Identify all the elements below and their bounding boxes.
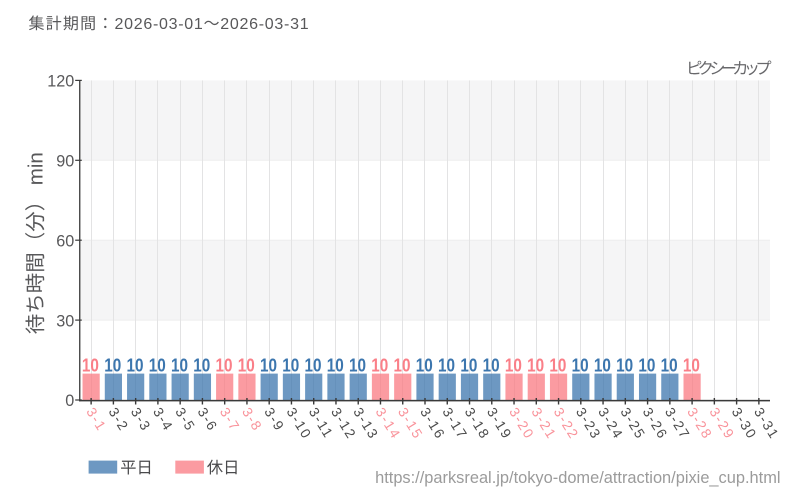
svg-text:10: 10 <box>238 355 255 376</box>
svg-text:10: 10 <box>438 355 455 376</box>
svg-text:10: 10 <box>215 355 232 376</box>
svg-text:30: 30 <box>56 312 74 330</box>
svg-text:10: 10 <box>349 355 366 376</box>
svg-text:10: 10 <box>126 355 143 376</box>
svg-text:10: 10 <box>371 355 388 376</box>
svg-text:10: 10 <box>594 355 611 376</box>
svg-text:10: 10 <box>327 355 344 376</box>
svg-text:10: 10 <box>549 355 566 376</box>
svg-text:10: 10 <box>149 355 166 376</box>
svg-text:0: 0 <box>65 392 74 410</box>
svg-text:10: 10 <box>171 355 188 376</box>
svg-text:10: 10 <box>460 355 477 376</box>
svg-text:10: 10 <box>82 355 99 376</box>
svg-text:10: 10 <box>104 355 121 376</box>
svg-text:10: 10 <box>527 355 544 376</box>
svg-text:10: 10 <box>661 355 678 376</box>
svg-text:120: 120 <box>47 73 74 91</box>
svg-text:60: 60 <box>56 232 74 250</box>
svg-text:https://parksreal.jp/tokyo-dom: https://parksreal.jp/tokyo-dome/attracti… <box>375 469 780 487</box>
svg-text:90: 90 <box>56 153 74 171</box>
svg-text:2026-03-01: 2026-03-01 <box>115 16 204 33</box>
svg-text:min: min <box>25 152 48 185</box>
svg-text:10: 10 <box>683 355 700 376</box>
svg-text:10: 10 <box>394 355 411 376</box>
svg-text:10: 10 <box>260 355 277 376</box>
svg-text:10: 10 <box>505 355 522 376</box>
svg-text:10: 10 <box>193 355 210 376</box>
svg-text:10: 10 <box>638 355 655 376</box>
svg-text:10: 10 <box>483 355 500 376</box>
svg-text:2026-03-31: 2026-03-31 <box>220 16 309 33</box>
svg-text:10: 10 <box>572 355 589 376</box>
svg-text:10: 10 <box>282 355 299 376</box>
svg-text:10: 10 <box>305 355 322 376</box>
svg-text:10: 10 <box>616 355 633 376</box>
svg-text:10: 10 <box>416 355 433 376</box>
